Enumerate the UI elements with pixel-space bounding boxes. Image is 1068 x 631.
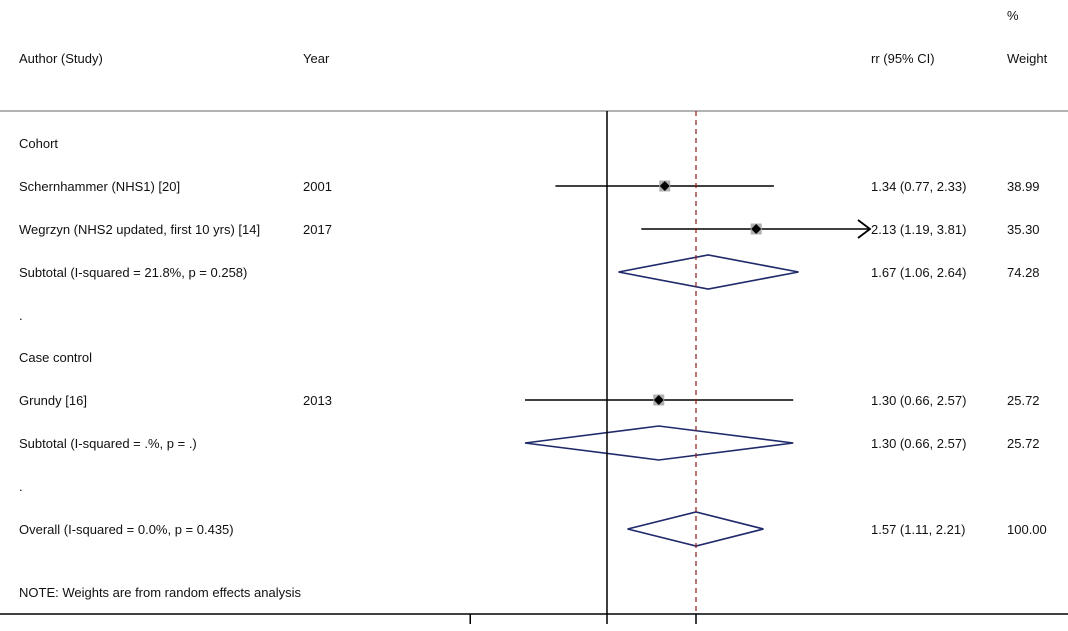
study-label: Schernhammer (NHS1) [20] (19, 179, 180, 194)
study-year: 2017 (303, 222, 332, 237)
header-year: Year (303, 51, 330, 66)
spacer-dot: . (19, 308, 23, 323)
study-year: 2013 (303, 393, 332, 408)
group-label: Cohort (19, 136, 58, 151)
effect-ci-text: 1.34 (0.77, 2.33) (871, 179, 966, 194)
footnote: NOTE: Weights are from random effects an… (19, 585, 302, 600)
study-label: Wegrzyn (NHS2 updated, first 10 yrs) [14… (19, 222, 260, 237)
weight-text: 38.99 (1007, 179, 1040, 194)
effect-ci-text: 1.30 (0.66, 2.57) (871, 393, 966, 408)
study-label: Grundy [16] (19, 393, 87, 408)
overall-label: Overall (I-squared = 0.0%, p = 0.435) (19, 522, 234, 537)
header-weight: Weight (1007, 51, 1048, 66)
study-year: 2001 (303, 179, 332, 194)
subtotal-label: Subtotal (I-squared = .%, p = .) (19, 436, 197, 451)
spacer-dot: . (19, 479, 23, 494)
weight-text: 25.72 (1007, 436, 1040, 451)
header-study: Author (Study) (19, 51, 103, 66)
header-weight-pct: % (1007, 8, 1019, 23)
subtotal-diamond (525, 426, 793, 460)
effect-ci-text: 1.57 (1.11, 2.21) (871, 522, 965, 537)
group-label: Case control (19, 350, 92, 365)
effect-ci-text: 2.13 (1.19, 3.81) (871, 222, 966, 237)
subtotal-diamond (618, 255, 798, 289)
effect-ci-text: 1.67 (1.06, 2.64) (871, 265, 966, 280)
effect-ci-text: 1.30 (0.66, 2.57) (871, 436, 966, 451)
weight-text: 25.72 (1007, 393, 1040, 408)
subtotal-label: Subtotal (I-squared = 21.8%, p = 0.258) (19, 265, 247, 280)
weight-text: 100.00 (1007, 522, 1047, 537)
weight-text: 74.28 (1007, 265, 1040, 280)
header-effect: rr (95% CI) (871, 51, 935, 66)
forest-rows: Cohort Schernhammer (NHS1) [20] 2001 1.34 (… (19, 136, 1047, 546)
weight-text: 35.30 (1007, 222, 1040, 237)
